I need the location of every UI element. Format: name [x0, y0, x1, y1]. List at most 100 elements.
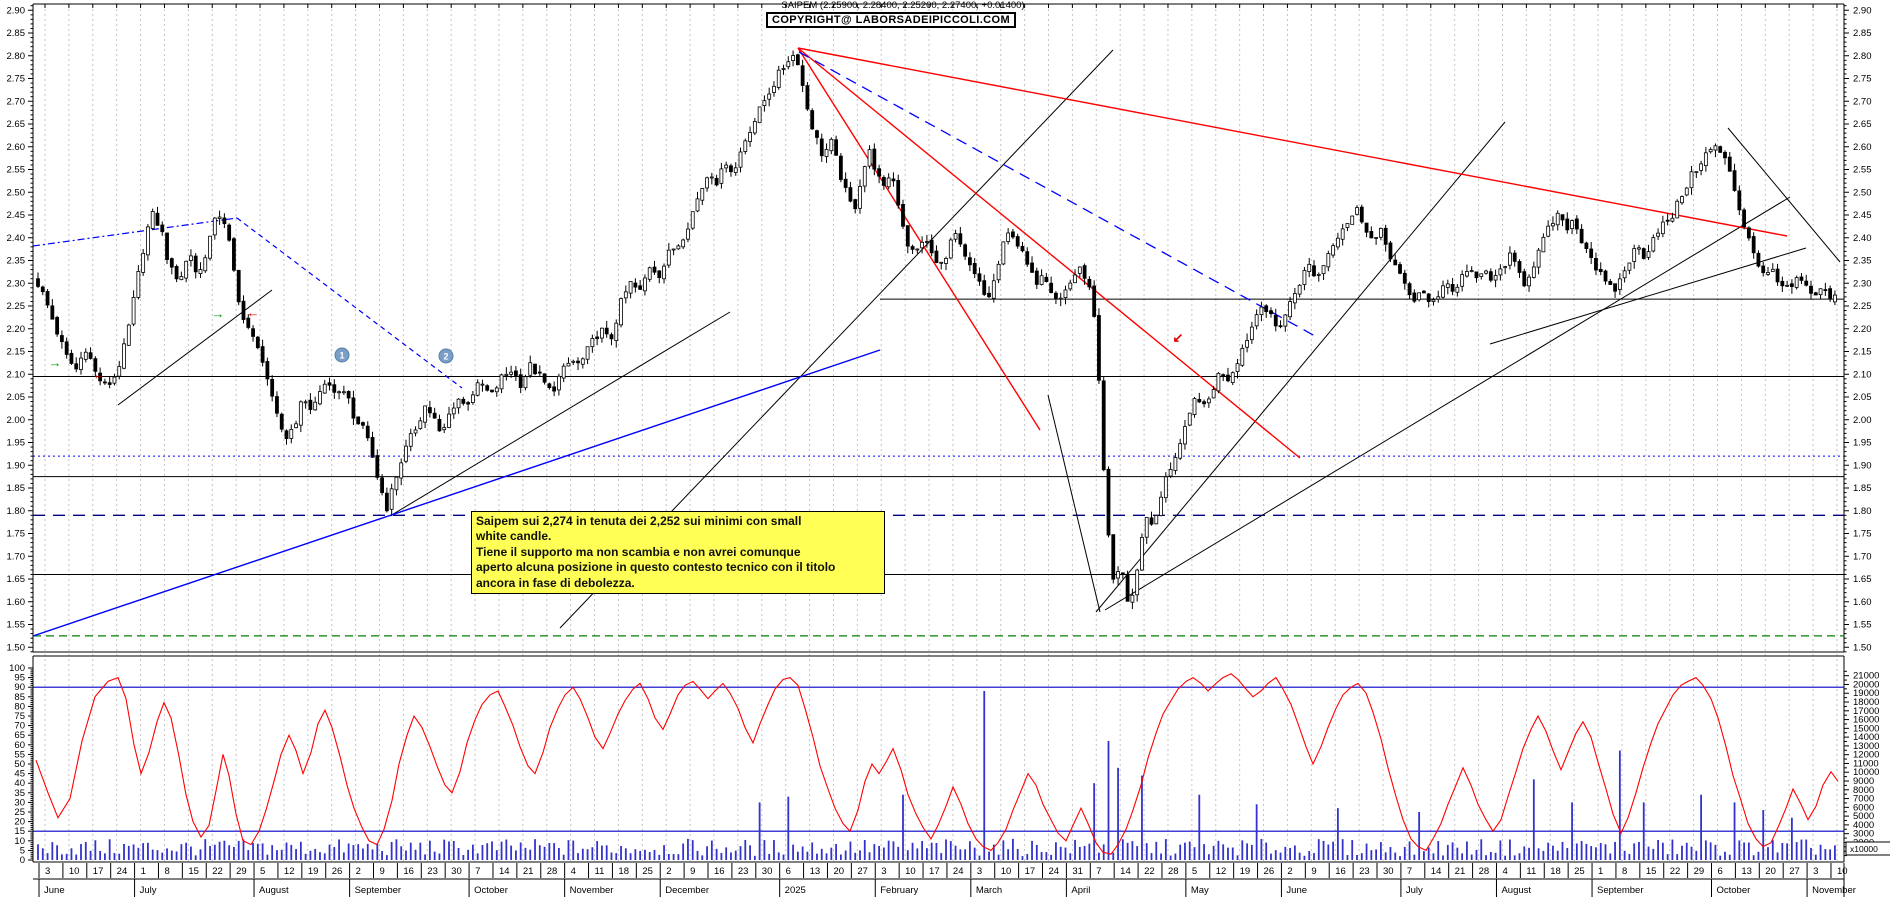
candle-down — [236, 269, 241, 303]
analyst-note-box: Saipem sui 2,274 in tenuta dei 2,252 sui… — [471, 511, 885, 595]
volume-bar — [969, 841, 971, 860]
volume-bar — [462, 855, 465, 860]
price-axis-label-right: 2.55 — [1853, 165, 1872, 176]
week-label: 3 — [977, 866, 982, 877]
volume-bar — [1762, 810, 1765, 860]
volume-bar — [1466, 841, 1468, 860]
volume-bar — [1571, 802, 1573, 860]
candle-up — [948, 239, 953, 259]
week-label: 17 — [93, 866, 104, 877]
candle-down — [891, 178, 896, 182]
candle-up — [1713, 145, 1718, 151]
volume-bar — [935, 842, 938, 860]
volume-bar — [242, 839, 245, 860]
volume-bar — [433, 851, 436, 860]
volume-bar — [1628, 853, 1631, 860]
candle-down — [380, 477, 384, 493]
price-axis-label-right: 2.35 — [1853, 256, 1872, 267]
volume-bar — [1642, 802, 1645, 860]
volume-axis-label: 12000 — [1853, 750, 1879, 761]
candle-down — [819, 138, 824, 157]
volume-bar — [839, 854, 842, 860]
volume-bar — [457, 847, 460, 860]
volume-bar — [1528, 847, 1530, 860]
candle-up — [829, 138, 834, 152]
candle-down — [485, 385, 490, 391]
volume-bar — [1566, 847, 1569, 860]
borders-layer — [32, 3, 1845, 880]
candle-up — [1503, 266, 1508, 269]
volume-bar — [342, 852, 345, 860]
candle-up — [666, 249, 671, 266]
volume-axis-label: 20000 — [1853, 679, 1879, 690]
gridlines-layer — [44, 4, 1838, 862]
candle-up — [767, 93, 772, 100]
candle-up — [1326, 253, 1331, 268]
candle-down — [1813, 292, 1818, 296]
candle-up — [1570, 220, 1574, 229]
price-axis-label-right: 1.65 — [1853, 574, 1872, 585]
volume-bar — [1652, 848, 1655, 860]
volume-axis-label: 7000 — [1853, 794, 1874, 805]
candle-down — [1804, 280, 1809, 286]
week-label: 4 — [571, 866, 576, 877]
candle-down — [279, 413, 284, 430]
price-axis-label-left: 2.05 — [7, 392, 26, 403]
candle-down — [308, 399, 313, 410]
candle-down — [872, 148, 877, 170]
volume-bar — [543, 846, 546, 860]
volume-bar — [701, 855, 704, 860]
indicator-axis-label: 30 — [14, 797, 25, 808]
volume-bar — [835, 844, 837, 860]
week-label: 29 — [1694, 866, 1705, 877]
volume-bar — [1346, 855, 1349, 860]
volume-axis-label: 16000 — [1853, 715, 1879, 726]
candle-up — [418, 420, 423, 429]
candle-up — [1187, 412, 1192, 426]
volume-bar — [218, 841, 221, 860]
candle-up — [528, 362, 533, 376]
volume-bar — [1260, 838, 1263, 860]
week-label: 6 — [1718, 866, 1723, 877]
volume-bar — [166, 848, 168, 860]
candle-down — [604, 327, 609, 335]
candle-up — [1183, 426, 1187, 445]
volume-bar — [352, 845, 355, 860]
candle-down — [327, 382, 332, 386]
candle-down — [958, 233, 963, 245]
price-axis-label-left: 1.60 — [7, 597, 26, 608]
candle-up — [1001, 241, 1006, 265]
month-label: May — [1191, 885, 1209, 896]
volume-bar — [1604, 844, 1607, 860]
candle-up — [208, 235, 212, 259]
candle-up — [1235, 363, 1240, 373]
week-label: 5 — [260, 866, 265, 877]
volume-bar — [1485, 855, 1487, 860]
volume-bar — [1676, 854, 1679, 860]
candle-up — [1140, 537, 1144, 571]
volume-bar — [1026, 853, 1029, 860]
volume-axis-label: 15000 — [1853, 723, 1879, 734]
volume-bar — [1174, 853, 1177, 860]
candle-up — [509, 371, 514, 375]
candle-down — [1809, 285, 1813, 294]
candle-up — [1627, 262, 1632, 271]
week-label: 6 — [786, 866, 791, 877]
volume-bar — [844, 850, 847, 860]
candle-up — [719, 168, 724, 184]
candle-up — [757, 106, 762, 124]
oscillator-layer — [35, 673, 1839, 855]
volume-bar — [1451, 842, 1454, 860]
volume-bar — [295, 849, 297, 860]
price-axis-label-left: 2.40 — [7, 233, 26, 244]
volume-bar — [1341, 839, 1344, 860]
week-label: 9 — [1311, 866, 1316, 877]
volume-bar — [1618, 750, 1621, 860]
trendline-apr25-recovery-steep — [1095, 121, 1506, 613]
volume-bar — [1666, 854, 1669, 860]
volume-bar — [1227, 847, 1229, 860]
volume-axis-label: 11000 — [1853, 758, 1879, 769]
candle-down — [1641, 248, 1646, 259]
candle-up — [289, 428, 294, 439]
volume-bar — [1781, 843, 1784, 860]
